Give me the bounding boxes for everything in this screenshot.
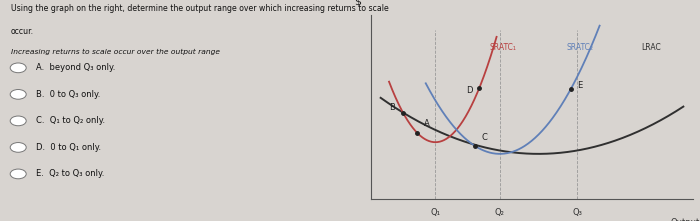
- Circle shape: [10, 143, 26, 152]
- Circle shape: [10, 90, 26, 99]
- Circle shape: [10, 63, 26, 73]
- Text: $: $: [355, 0, 362, 6]
- Text: A: A: [424, 119, 430, 128]
- Text: Q₂: Q₂: [495, 208, 505, 217]
- Text: LRAC: LRAC: [641, 43, 661, 52]
- Text: B: B: [389, 103, 395, 112]
- Text: SRATC₂: SRATC₂: [567, 43, 594, 52]
- Circle shape: [10, 169, 26, 179]
- Text: D: D: [466, 86, 473, 95]
- Text: occur.: occur.: [11, 27, 34, 36]
- Text: C: C: [482, 133, 488, 141]
- Text: B.  0 to Q₃ only.: B. 0 to Q₃ only.: [36, 90, 101, 99]
- Text: C.  Q₁ to Q₂ only.: C. Q₁ to Q₂ only.: [36, 116, 106, 125]
- Text: Increasing returns to scale occur over the output range: Increasing returns to scale occur over t…: [11, 49, 220, 55]
- Text: E: E: [577, 81, 582, 90]
- Text: Q₃: Q₃: [572, 208, 582, 217]
- Text: Output: Output: [670, 218, 699, 221]
- Text: SRATC₁: SRATC₁: [489, 43, 517, 52]
- Text: Using the graph on the right, determine the output range over which increasing r: Using the graph on the right, determine …: [11, 4, 388, 13]
- Text: A.  beyond Q₃ only.: A. beyond Q₃ only.: [36, 63, 116, 72]
- Text: D.  0 to Q₁ only.: D. 0 to Q₁ only.: [36, 143, 102, 152]
- Text: Q₁: Q₁: [430, 208, 440, 217]
- Circle shape: [10, 116, 26, 126]
- Text: E.  Q₂ to Q₃ only.: E. Q₂ to Q₃ only.: [36, 170, 105, 178]
